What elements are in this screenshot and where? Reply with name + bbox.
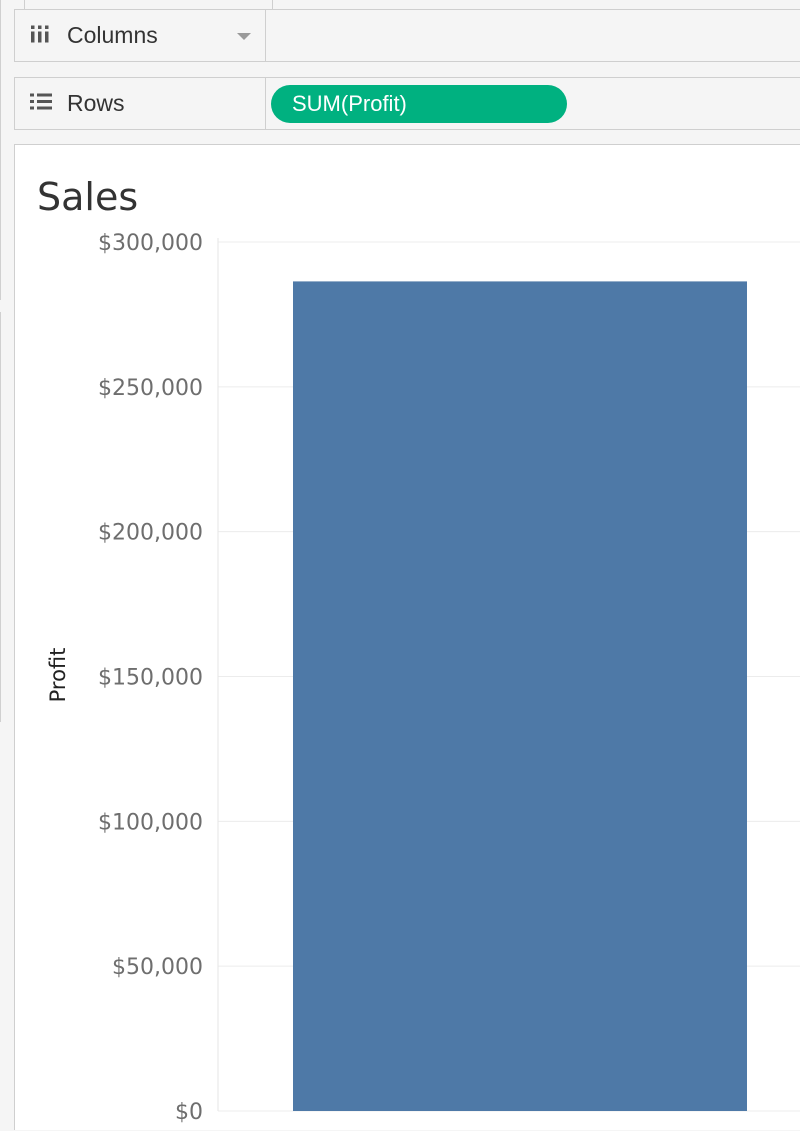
y-axis: $0 $50,000 $100,000 $150,000 $200,000 $250,00… — [98, 231, 219, 1125]
chevron-down-icon[interactable] — [237, 32, 251, 40]
columns-shelf-label: Columns — [67, 22, 158, 48]
sum-profit-pill[interactable]: SUM(Profit) — [271, 85, 567, 123]
rows-drop-zone[interactable]: SUM(Profit) — [265, 78, 800, 129]
bar-chart: $0 $50,000 $100,000 $150,000 $200,000 $250,00… — [46, 231, 800, 1125]
rows-shelf-label: Rows — [67, 90, 125, 116]
y-tick-label: $50,000 — [112, 955, 203, 980]
pill-label: SUM(Profit) — [292, 91, 407, 116]
columns-drop-zone[interactable] — [265, 10, 800, 61]
y-tick-label: $250,000 — [98, 376, 203, 401]
worksheet-view: Sales $0 $50,000 $100,000 $150,000 $200,000 $… — [14, 144, 800, 1130]
y-tick-label: $200,000 — [98, 521, 203, 546]
y-tick-label: $300,000 — [98, 231, 203, 256]
bar-mark[interactable] — [293, 281, 747, 1112]
y-tick-label: $100,000 — [98, 810, 203, 835]
sheet-title: Sales — [37, 175, 139, 219]
columns-icon — [29, 23, 51, 48]
y-tick-label: $0 — [175, 1100, 203, 1125]
columns-shelf-label-area[interactable]: Columns — [15, 10, 266, 61]
toolbar-divider-left — [24, 0, 25, 9]
columns-shelf: Columns — [14, 9, 800, 62]
rows-shelf-label-area[interactable]: Rows — [15, 78, 266, 129]
left-panel-edge — [0, 0, 1, 300]
rows-icon — [29, 92, 53, 115]
y-axis-title: Profit — [46, 648, 70, 703]
toolbar-divider — [272, 0, 273, 9]
y-tick-label: $150,000 — [98, 666, 203, 691]
rows-shelf: Rows SUM(Profit) — [14, 77, 800, 130]
left-panel-edge-lower — [0, 312, 1, 722]
bars — [293, 281, 747, 1112]
